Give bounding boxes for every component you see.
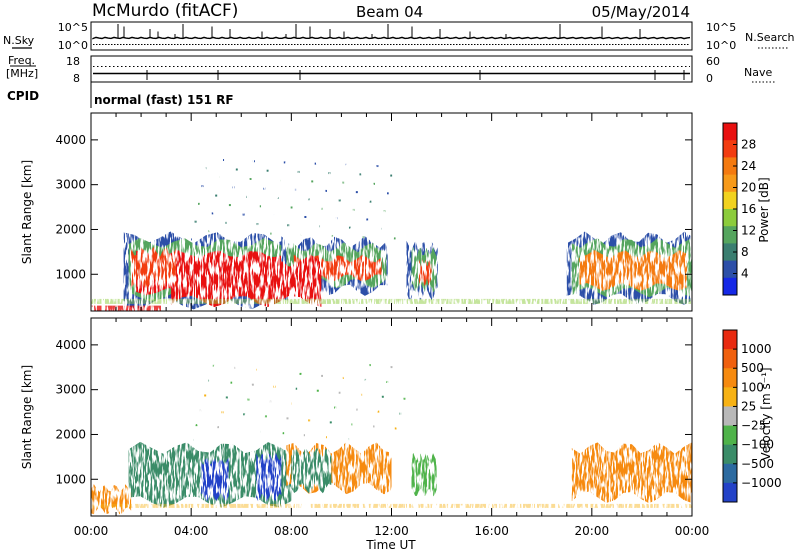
colorbar-tick-label: 8: [741, 245, 749, 259]
colorbar-cell: [723, 387, 737, 407]
sky-left-label: N.Sky: [3, 34, 35, 47]
sky-count-spikes: [117, 24, 641, 38]
colorbar-cell: [723, 174, 737, 193]
power-colorbar: 4 8 12 16 20 24 28 Power [dB]: [722, 122, 771, 296]
colorbar-cell: [723, 209, 737, 227]
colorbar-cell: [723, 482, 737, 503]
x-tick-label: 04:00: [174, 524, 209, 538]
power-panel: 1000 2000 3000 4000 Slant Range [km]: [20, 112, 693, 312]
y-tick-label: 4000: [55, 338, 86, 352]
velocity-x-ticks: [90, 318, 693, 516]
colorbar-cell: [723, 191, 737, 210]
colorbar-cell: [723, 243, 737, 262]
y-tick-label: 3000: [55, 383, 86, 397]
power-colorbar-label: Power [dB]: [757, 177, 771, 242]
sky-panel-frame: [90, 21, 693, 51]
colorbar-cell: [723, 140, 737, 158]
x-tick-label: 00:00: [675, 524, 710, 538]
sky-right-tick-top: 10^5: [706, 21, 736, 34]
y-tick-label: 2000: [55, 427, 86, 441]
velocity-colorbar-cells: [723, 330, 737, 503]
x-tick-labels: 00:00 04:00 08:00 12:00 16:00 20:00 00:00: [74, 524, 710, 538]
beam-title: Beam 04: [356, 3, 423, 21]
sky-left-tick-top: 10^5: [58, 21, 88, 34]
colorbar-cell: [723, 368, 737, 388]
colorbar-tick-label: −1000: [741, 476, 782, 490]
freq-change-marks: [146, 70, 685, 80]
velocity-colorbar: 1000 500 100 25 −25 −100 −500 −1000 Velocity [m…: [722, 329, 782, 503]
freq-right-tick-top: 60: [706, 55, 720, 68]
colorbar-cell: [723, 349, 737, 369]
date-title: 05/May/2014: [592, 3, 690, 21]
x-axis-label: Time UT: [365, 538, 416, 552]
colorbar-tick-label: 1000: [741, 342, 772, 356]
freq-panel-frame: [90, 55, 693, 83]
y-tick-label: 1000: [55, 267, 86, 281]
y-tick-label: 3000: [55, 178, 86, 192]
colorbar-cell: [723, 157, 737, 176]
cpid-value: normal (fast) 151 RF: [94, 93, 234, 107]
colorbar-cell: [723, 260, 737, 279]
colorbar-tick-label: 16: [741, 202, 756, 216]
sky-left-tick-bottom: 10^0: [58, 39, 88, 52]
power-y-ticks: 1000 2000 3000 4000: [55, 133, 692, 281]
y-tick-label: 4000: [55, 133, 86, 147]
colorbar-cell: [723, 425, 737, 446]
velocity-panel: 1000 2000 3000 4000 Slant Range [km]: [20, 317, 693, 517]
colorbar-cell: [723, 277, 737, 296]
velocity-y-label: Slant Range [km]: [20, 365, 34, 469]
freq-label-line2: [MHz]: [6, 67, 38, 80]
cpid-label: CPID: [7, 89, 39, 103]
velocity-y-ticks: 1000 2000 3000 4000: [55, 338, 692, 486]
colorbar-cell: [723, 226, 737, 244]
x-tick-label: 08:00: [274, 524, 309, 538]
x-tick-label: 20:00: [575, 524, 610, 538]
colorbar-tick-label: −500: [741, 457, 774, 471]
power-speckle: [91, 113, 692, 311]
sky-right-tick-bottom: 10^0: [706, 39, 736, 52]
colorbar-cell: [723, 444, 737, 465]
colorbar-cell: [723, 330, 737, 350]
colorbar-tick-label: 12: [741, 224, 756, 238]
colorbar-tick-label: 4: [741, 267, 749, 281]
colorbar-tick-label: −100: [741, 438, 774, 452]
sky-right-label: N.Search: [745, 31, 795, 44]
nave-label: Nave: [744, 66, 772, 79]
freq-left-tick-bottom: 8: [73, 72, 80, 85]
colorbar-cell: [723, 463, 737, 484]
colorbar-tick-label: 25: [741, 399, 756, 413]
y-tick-label: 1000: [55, 472, 86, 486]
power-colorbar-ticks: 4 8 12 16 20 24 28: [733, 138, 756, 281]
freq-left-tick-top: 18: [66, 55, 80, 68]
x-tick-label: 12:00: [374, 524, 409, 538]
colorbar-tick-label: 100: [741, 380, 764, 394]
colorbar-tick-label: −25: [741, 419, 766, 433]
velocity-speckle: [91, 318, 692, 516]
velocity-colorbar-frame: [722, 329, 738, 503]
freq-label-line1: Freq.: [8, 54, 35, 67]
velocity-colorbar-label: Velocity [m s⁻¹]: [759, 367, 773, 460]
x-tick-label: 00:00: [74, 524, 109, 538]
velocity-colorbar-ticks: 1000 500 100 25 −25 −100 −500 −1000: [733, 342, 782, 490]
power-x-ticks: [90, 113, 693, 311]
freq-right-tick-bottom: 0: [706, 72, 713, 85]
x-tick-label: 16:00: [474, 524, 509, 538]
colorbar-tick-label: 28: [741, 138, 756, 152]
power-y-label: Slant Range [km]: [20, 160, 34, 264]
colorbar-tick-label: 24: [741, 159, 756, 173]
station-title: McMurdo (fitACF): [92, 1, 238, 21]
sky-count-line: [92, 36, 691, 40]
colorbar-tick-label: 500: [741, 361, 764, 375]
y-tick-label: 2000: [55, 222, 86, 236]
colorbar-tick-label: 20: [741, 181, 756, 195]
colorbar-cell: [723, 406, 737, 427]
colorbar-cell: [723, 123, 737, 141]
